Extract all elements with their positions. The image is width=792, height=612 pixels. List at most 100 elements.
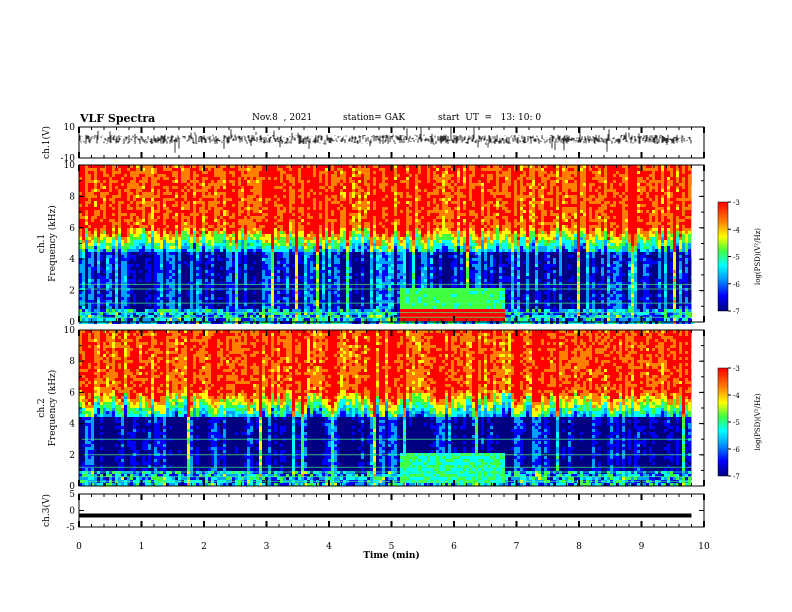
spectrogram-cell [328,228,331,231]
spectrogram-cell [352,222,355,225]
spectrogram-cell [292,174,295,177]
spectrogram-cell [142,306,145,309]
spectrogram-cell [238,201,241,204]
spectrogram-cell [97,228,100,231]
spectrogram-cell [187,267,190,270]
spectrogram-cell [280,264,283,267]
spectrogram-cell [250,297,253,300]
spectrogram-cell [310,246,313,249]
spectrogram-cell [358,165,361,168]
spectrogram-cell [352,219,355,222]
spectrogram-cell [211,294,214,297]
spectrogram-cell [124,183,127,186]
spectrogram-cell [355,264,358,267]
spectrogram-cell [256,300,259,303]
spectrogram-cell [136,177,139,180]
spectrogram-cell [220,297,223,300]
spectrogram-cell [148,276,151,279]
spectrogram-cell [157,279,160,282]
spectrogram-cell [115,201,118,204]
spectrogram-cell [109,180,112,183]
spectrogram-cell [184,276,187,279]
spectrogram-cell [307,279,310,282]
spectrogram-cell [109,258,112,261]
spectrogram-cell [304,303,307,306]
spectrogram-cell [232,168,235,171]
spectrogram-cell [172,207,175,210]
spectrogram-cell [286,192,289,195]
spectrogram-cell [208,255,211,258]
spectrogram-cell [277,177,280,180]
spectrogram-cell [130,168,133,171]
spectrogram-cell [220,318,223,321]
spectrogram-cell [340,171,343,174]
spectrogram-cell [175,309,178,312]
spectrogram-cell [211,210,214,213]
spectrogram-cell [190,183,193,186]
spectrogram-cell [181,297,184,300]
spectrogram-cell [250,201,253,204]
spectrogram-cell [166,171,169,174]
spectrogram-cell [256,207,259,210]
spectrogram-cell [196,270,199,273]
spectrogram-cell [229,300,232,303]
spectrogram-cell [301,192,304,195]
spectrogram-cell [154,210,157,213]
spectrogram-cell [79,189,82,192]
spectrogram-cell [292,276,295,279]
spectrogram-cell [151,312,154,315]
spectrogram-cell [181,303,184,306]
spectrogram-cell [319,294,322,297]
spectrogram-cell [232,273,235,276]
spectrogram-cell [301,201,304,204]
spectrogram-cell [310,177,313,180]
spectrogram-cell [232,318,235,321]
spectrogram-cell [277,270,280,273]
spectrogram-cell [175,213,178,216]
spectrogram-cell [262,195,265,198]
spectrogram-cell [325,300,328,303]
spectrogram-cell [208,225,211,228]
spectrogram-cell [154,252,157,255]
spectrogram-cell [142,219,145,222]
spectrogram-cell [196,183,199,186]
spectrogram-cell [334,216,337,219]
figure-title: VLF Spectra [80,112,155,125]
spectrogram-cell [325,237,328,240]
spectrogram-cell [247,318,250,321]
spectrogram-cell [124,303,127,306]
spectrogram-cell [229,282,232,285]
spectrogram-cell [238,270,241,273]
spectrogram-cell [103,267,106,270]
spectrogram-cell [115,180,118,183]
spectrogram-cell [169,243,172,246]
spectrogram-cell [79,285,82,288]
spectrogram-cell [229,201,232,204]
spectrogram-cell [121,210,124,213]
spectrogram-cell [334,282,337,285]
spectrogram-cell [229,249,232,252]
spectrogram-cell [193,180,196,183]
spectrogram-cell [247,300,250,303]
spectrogram-cell [250,168,253,171]
spectrogram-cell [133,204,136,207]
spectrogram-cell [343,228,346,231]
spectrogram-cell [337,237,340,240]
spectrogram-cell [202,297,205,300]
spectrogram-cell [292,303,295,306]
spectrogram-cell [268,201,271,204]
spectrogram-cell [133,201,136,204]
spectrogram-cell [322,297,325,300]
spectrogram-cell [244,318,247,321]
spectrogram-cell [337,264,340,267]
spectrogram-cell [274,276,277,279]
spectrogram-cell [208,306,211,309]
spectrogram-cell [295,309,298,312]
spectrogram-cell [139,237,142,240]
spectrogram-cell [79,183,82,186]
spectrogram-cell [196,267,199,270]
spectrogram-cell [286,234,289,237]
spectrogram-cell [208,264,211,267]
spectrogram-cell [307,270,310,273]
spectrogram-cell [304,243,307,246]
